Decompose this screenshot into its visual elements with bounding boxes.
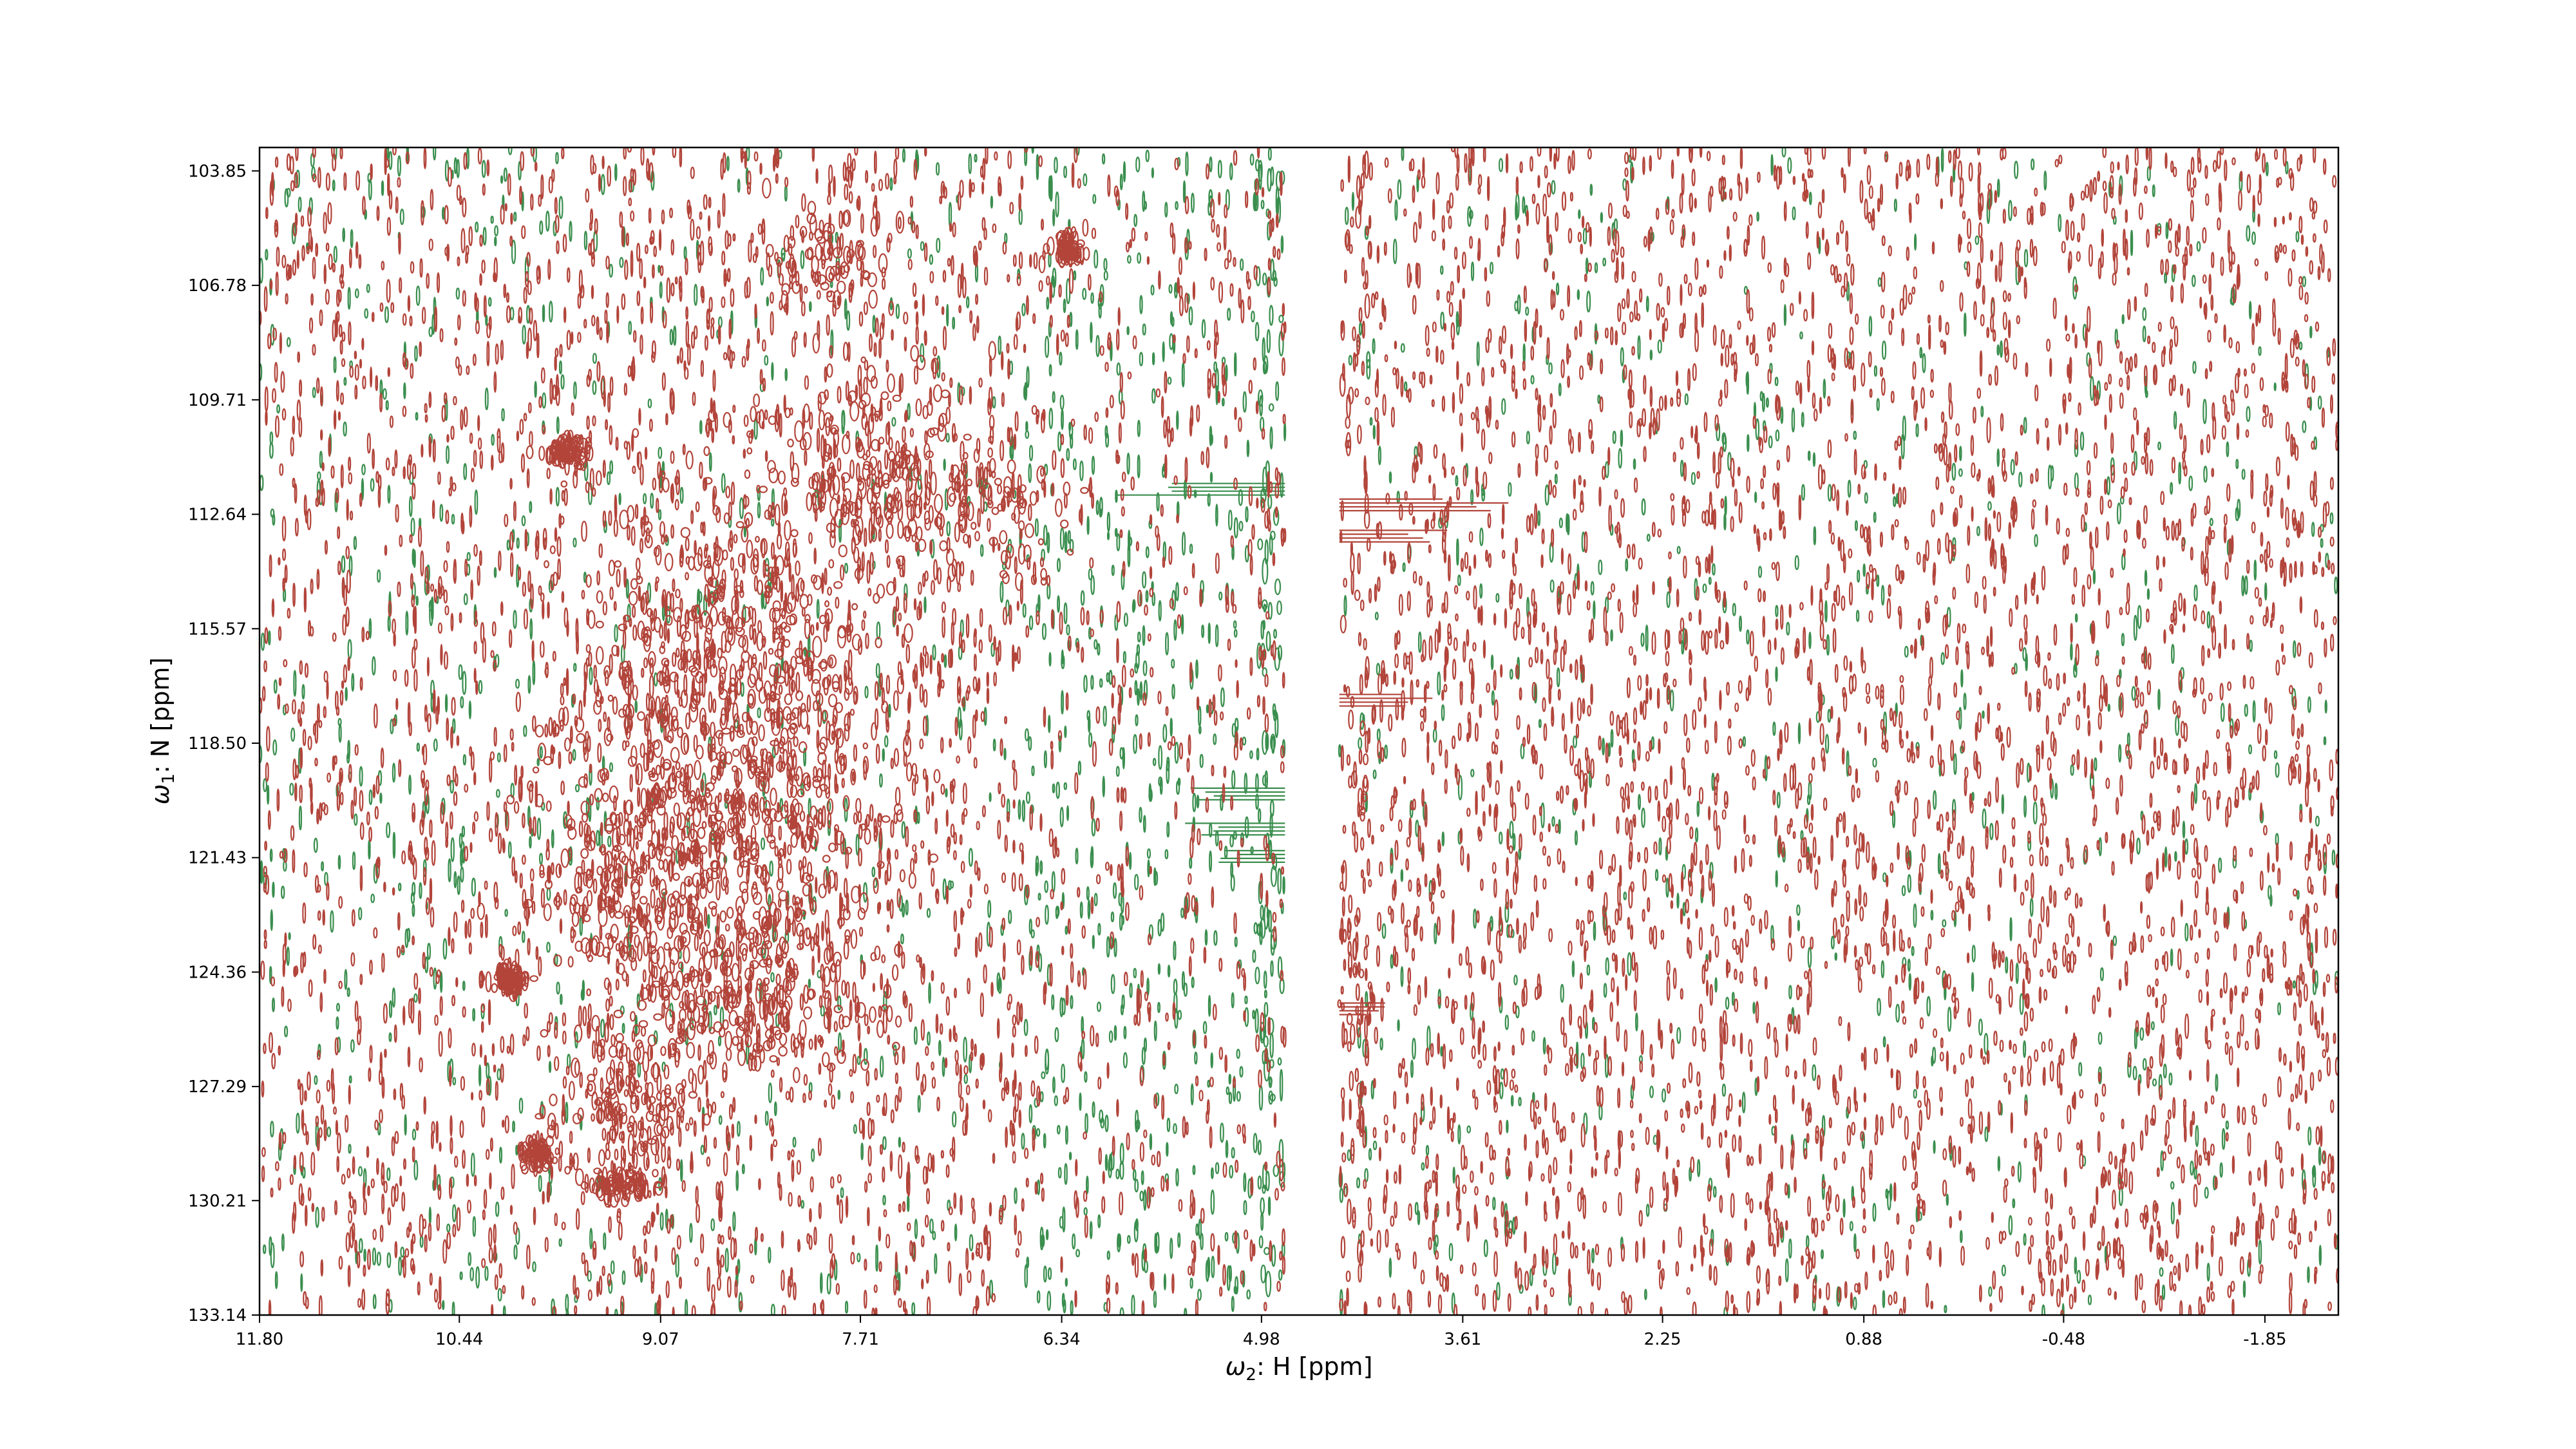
y-tick-label: 133.14 xyxy=(188,1306,247,1325)
x-tick-label: 4.98 xyxy=(1243,1330,1280,1349)
y-tick-label: 127.29 xyxy=(188,1077,247,1097)
y-tick-label: 130.21 xyxy=(188,1191,247,1211)
y-axis-title-subscript: 1 xyxy=(159,773,178,784)
x-axis-title-subscript: 2 xyxy=(1245,1365,1256,1385)
x-tick-label: 7.71 xyxy=(842,1330,879,1349)
x-axis-ticks: 11.80 10.44 9.07 7.71 6.34 4.98 3.61 2.25 0.88 -0… xyxy=(236,1315,2287,1349)
y-axis-title-text: : N [ppm] xyxy=(146,658,175,773)
y-tick-label: 118.50 xyxy=(188,734,247,753)
x-tick-label: 3.61 xyxy=(1444,1330,1481,1349)
y-tick-label: 115.57 xyxy=(188,620,247,639)
y-tick-label: 112.64 xyxy=(188,506,247,525)
x-tick-label: 6.34 xyxy=(1043,1330,1081,1349)
x-axis-title-symbol: ω xyxy=(1226,1352,1246,1381)
x-tick-label: 0.88 xyxy=(1845,1330,1882,1349)
y-axis-title: ω1: N [ppm] xyxy=(146,658,178,805)
x-tick-label: 9.07 xyxy=(642,1330,679,1349)
x-axis-title: ω2: H [ppm] xyxy=(1226,1352,1373,1385)
x-tick-label: 10.44 xyxy=(435,1330,483,1349)
x-axis-title-text: : H [ppm] xyxy=(1256,1352,1372,1381)
x-tick-label: 2.25 xyxy=(1644,1330,1681,1349)
y-tick-label: 121.43 xyxy=(188,849,247,868)
x-tick-label: -1.85 xyxy=(2243,1330,2286,1349)
x-tick-label: -0.48 xyxy=(2042,1330,2085,1349)
x-tick-label: 11.80 xyxy=(236,1330,283,1349)
y-tick-label: 124.36 xyxy=(188,963,247,982)
y-tick-label: 109.71 xyxy=(188,391,247,410)
y-tick-label: 106.78 xyxy=(188,276,247,296)
y-axis-ticks: 103.85 106.78 109.71 112.64 115.57 118.50 121.… xyxy=(188,162,260,1325)
y-tick-label: 103.85 xyxy=(188,162,247,181)
y-axis-title-symbol: ω xyxy=(146,784,175,805)
